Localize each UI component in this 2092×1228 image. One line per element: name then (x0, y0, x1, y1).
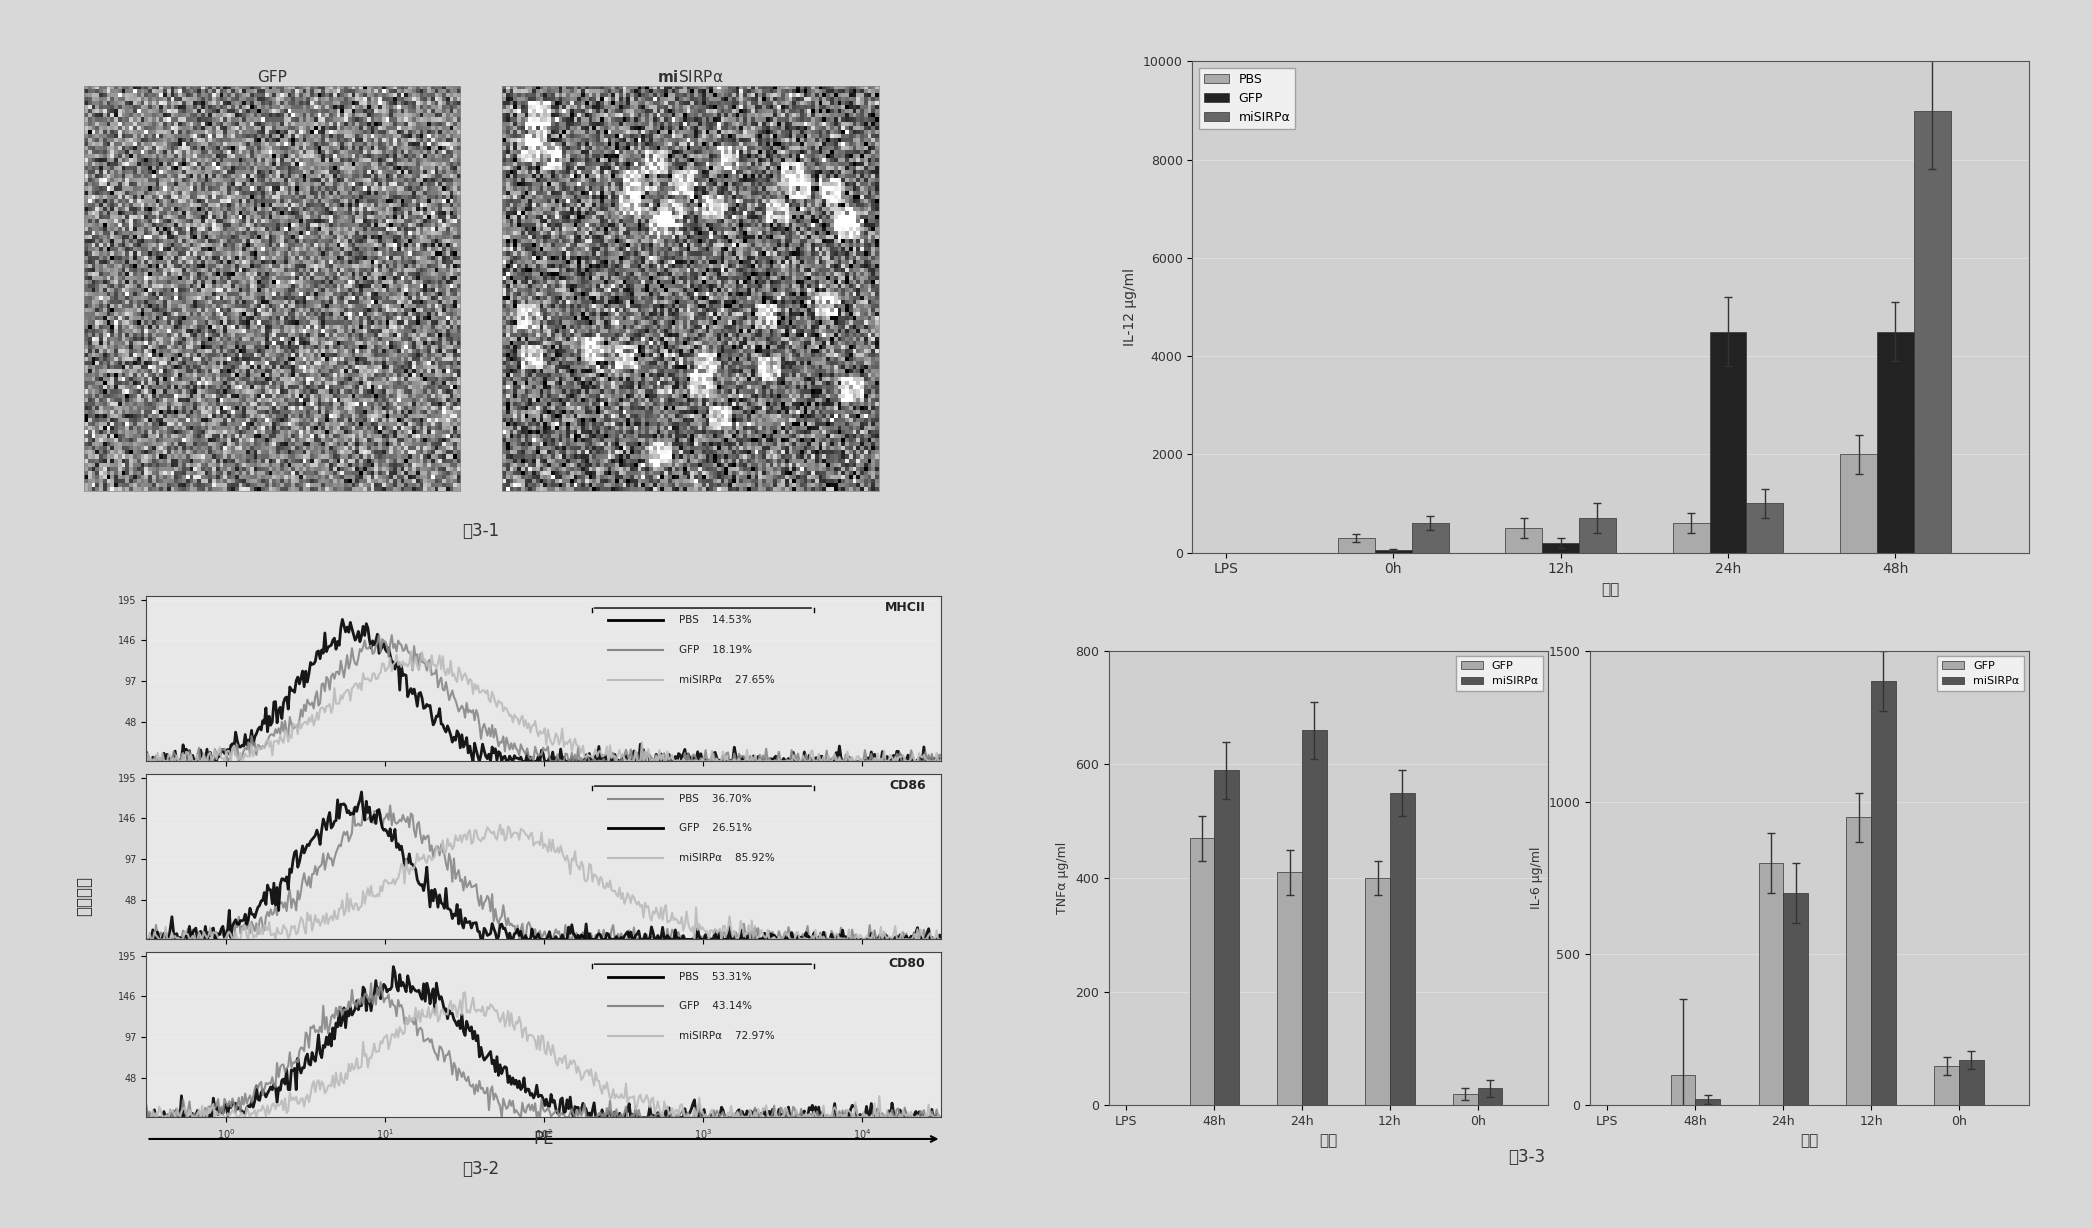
Bar (1374, 550, 1412, 553)
Bar (1870, 682, 1895, 1105)
Bar (1339, 538, 1374, 553)
Y-axis label: TNFα μg/ml: TNFα μg/ml (1056, 842, 1069, 914)
Bar (1412, 523, 1448, 553)
Bar (1190, 839, 1213, 1105)
Text: GFP    26.51%: GFP 26.51% (680, 823, 751, 834)
Text: PBS    53.31%: PBS 53.31% (680, 971, 751, 981)
X-axis label: 小时: 小时 (1602, 582, 1619, 597)
Legend: PBS, GFP, miSIRPα: PBS, GFP, miSIRPα (1199, 68, 1295, 129)
Text: 细胞计数: 细胞计数 (75, 877, 92, 916)
X-axis label: 小时: 小时 (1801, 1133, 1818, 1148)
Text: PBS    14.53%: PBS 14.53% (680, 615, 751, 625)
Bar (1709, 332, 1747, 553)
Bar (1747, 503, 1782, 553)
Y-axis label: IL-12 μg/ml: IL-12 μg/ml (1123, 268, 1138, 346)
Bar (1389, 793, 1414, 1105)
Text: PE: PE (533, 1130, 554, 1148)
Text: GFP    18.19%: GFP 18.19% (680, 645, 751, 656)
Text: CD80: CD80 (889, 957, 925, 970)
Bar (1477, 1088, 1502, 1105)
Bar (1877, 332, 1914, 553)
Bar (1301, 731, 1326, 1105)
Text: CD86: CD86 (889, 779, 925, 792)
Bar (1914, 111, 1950, 553)
Legend: GFP, miSIRPα: GFP, miSIRPα (1937, 657, 2023, 691)
Text: 图3-2: 图3-2 (462, 1160, 500, 1179)
Text: MHCII: MHCII (885, 600, 925, 614)
Bar (1213, 770, 1238, 1105)
Bar (1454, 1094, 1477, 1105)
Bar (1672, 1074, 1695, 1105)
Y-axis label: IL-6 μg/ml: IL-6 μg/ml (1529, 847, 1542, 909)
Bar (1674, 523, 1709, 553)
Bar (1759, 863, 1782, 1105)
Text: miSIRPα    72.97%: miSIRPα 72.97% (680, 1032, 774, 1041)
Title: GFP: GFP (257, 70, 287, 85)
Bar (1935, 1066, 1958, 1105)
Text: 图3-3: 图3-3 (1508, 1148, 1546, 1167)
Title: $\mathbf{mi}$SIRPα: $\mathbf{mi}$SIRPα (657, 69, 724, 85)
Text: 图3-1: 图3-1 (462, 522, 500, 540)
X-axis label: 小时: 小时 (1320, 1133, 1337, 1148)
Bar (1847, 818, 1870, 1105)
Bar (1841, 454, 1877, 553)
Bar (1278, 872, 1301, 1105)
Text: GFP    43.14%: GFP 43.14% (680, 1001, 751, 1012)
Bar (1506, 528, 1542, 553)
Bar (1579, 518, 1615, 553)
Bar (1695, 1099, 1720, 1105)
Bar (1366, 878, 1389, 1105)
Bar (1782, 893, 1807, 1105)
Text: miSIRPα    85.92%: miSIRPα 85.92% (680, 853, 774, 863)
Text: miSIRPα    27.65%: miSIRPα 27.65% (680, 675, 774, 685)
Bar (1542, 543, 1579, 553)
Text: PBS    36.70%: PBS 36.70% (680, 793, 751, 803)
Legend: GFP, miSIRPα: GFP, miSIRPα (1456, 657, 1542, 691)
Bar (1958, 1060, 1983, 1105)
